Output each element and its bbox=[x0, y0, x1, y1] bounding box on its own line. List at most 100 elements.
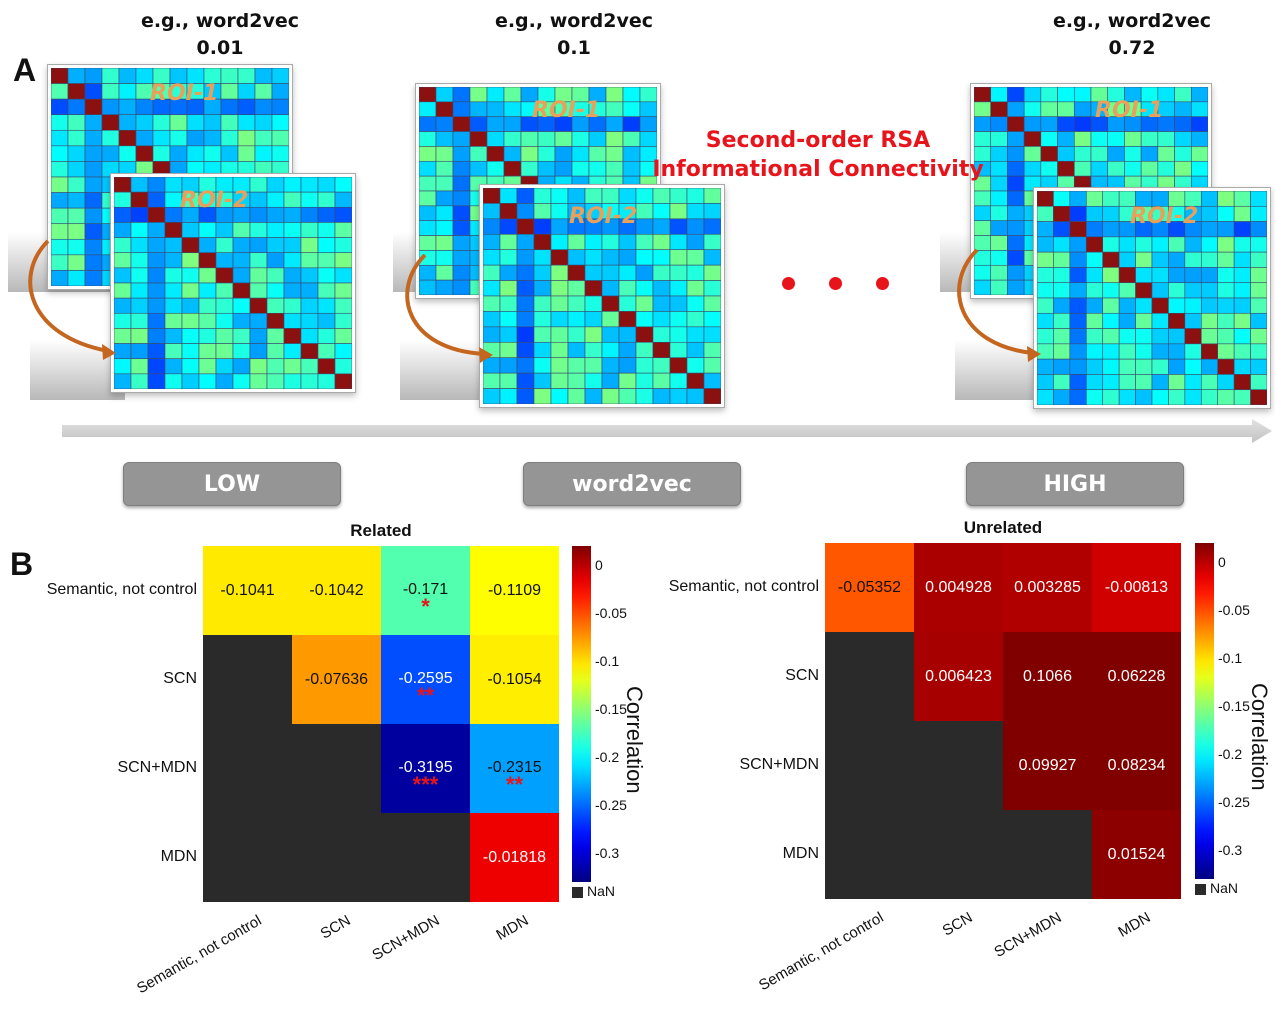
rsm-cell bbox=[51, 98, 69, 116]
rsm-cell bbox=[186, 114, 205, 131]
heatmap-cell: -0.1041 bbox=[203, 546, 292, 635]
rsm-cell bbox=[499, 341, 518, 359]
rsm-cell bbox=[567, 264, 586, 281]
rsm-cell bbox=[1085, 267, 1104, 284]
rsm-cell bbox=[469, 160, 488, 177]
rsm-cell bbox=[584, 388, 603, 404]
rsm-cell bbox=[486, 116, 505, 132]
rsm-cell bbox=[334, 358, 352, 375]
rsm-cell bbox=[550, 357, 569, 374]
rsm-cell bbox=[130, 328, 149, 344]
rsm-cell bbox=[601, 388, 620, 404]
rsm-cell bbox=[1023, 116, 1042, 132]
rsm-cell bbox=[1217, 374, 1235, 391]
rsm-cell bbox=[317, 358, 336, 375]
rsm-cell bbox=[130, 282, 149, 299]
rsm-cell bbox=[147, 328, 166, 344]
rsm-cell bbox=[232, 222, 251, 238]
rsm-cell bbox=[622, 87, 641, 103]
rsm-cell bbox=[232, 297, 251, 314]
rsm-cell bbox=[130, 358, 149, 375]
example-title-2-value: 0.1 bbox=[557, 37, 591, 59]
rsm-cell bbox=[703, 218, 721, 235]
rsm-cell bbox=[300, 237, 319, 254]
rsm-cell bbox=[635, 311, 654, 328]
rsm-cell bbox=[232, 358, 251, 375]
rsm-cell bbox=[1233, 205, 1251, 222]
rsm-cell bbox=[1168, 297, 1186, 314]
rsm-cell bbox=[1174, 160, 1192, 177]
heatmap-value-label: -0.00813 bbox=[1104, 578, 1169, 596]
rsm-cell bbox=[554, 160, 573, 177]
column-label: MDN bbox=[1114, 909, 1153, 941]
rsm-cell bbox=[198, 373, 217, 389]
row-label: SCN+MDN bbox=[739, 755, 819, 773]
column-label: SCN+MDN bbox=[368, 912, 442, 965]
rsm-cell bbox=[1151, 297, 1169, 314]
rsm-cell bbox=[283, 177, 302, 193]
rsm-cell bbox=[435, 160, 454, 177]
rsm-cell bbox=[1250, 191, 1267, 207]
heatmap-value-label: 0.003285 bbox=[1014, 578, 1081, 596]
rsm-cell bbox=[503, 87, 522, 103]
rsm-cell bbox=[1023, 131, 1042, 147]
rsm-cell bbox=[1184, 282, 1202, 299]
row-label: Semantic, not control bbox=[668, 577, 819, 595]
rsm-cell bbox=[181, 358, 200, 375]
heatmap-title-2: Unrelated bbox=[963, 518, 1043, 537]
rsm-cell bbox=[703, 311, 721, 328]
rsa-title: Second-order RSA Informational Connectiv… bbox=[640, 126, 996, 184]
rsm-cell bbox=[1053, 267, 1071, 284]
heatmap-cell: 0.01524 bbox=[1092, 810, 1181, 899]
rsm-cell bbox=[283, 206, 302, 223]
heatmap-value-label: 0.1066 bbox=[1023, 667, 1072, 685]
rsm-cell bbox=[419, 87, 437, 103]
rsm-cell bbox=[419, 116, 437, 132]
rsm-cell bbox=[283, 297, 302, 314]
example-title-3-prefix: e.g., word2vec bbox=[1052, 10, 1212, 32]
rsm-cell bbox=[652, 326, 671, 343]
rsm-cell bbox=[300, 222, 319, 238]
rsm-cell bbox=[469, 146, 488, 162]
rsm-cell bbox=[249, 177, 268, 193]
rsm-cell bbox=[215, 343, 234, 360]
rsm-cell bbox=[669, 295, 688, 312]
colorbar-tick: -0.15 bbox=[595, 701, 627, 718]
roi2-label-mid: ROI-2 bbox=[569, 204, 638, 229]
rsm-cell bbox=[181, 328, 200, 344]
rsm-cell bbox=[622, 101, 641, 118]
rsm-cell bbox=[1250, 328, 1267, 345]
rsm-cell bbox=[516, 388, 535, 404]
rsm-cell bbox=[334, 267, 352, 284]
rsm-cell bbox=[317, 373, 336, 389]
rsm-cell bbox=[533, 326, 552, 343]
rsm-cell bbox=[147, 297, 166, 314]
rsm-cell bbox=[1053, 297, 1071, 314]
rsm-cell bbox=[533, 264, 552, 281]
rsm-cell bbox=[1184, 267, 1202, 284]
rsm-cell bbox=[483, 388, 501, 404]
rsm-cell bbox=[1217, 328, 1235, 345]
rsm-cell bbox=[1217, 191, 1235, 207]
heatmap-value-label: 0.06228 bbox=[1107, 667, 1166, 685]
example-title-1: e.g., word2vec 0.01 bbox=[120, 8, 320, 62]
curved-arrow-1 bbox=[28, 239, 116, 360]
rsm-cell bbox=[249, 312, 268, 329]
rsm-cell bbox=[317, 297, 336, 314]
rsm-cell bbox=[669, 264, 688, 281]
rsm-cell bbox=[220, 129, 239, 147]
rsm-cell bbox=[1233, 343, 1251, 360]
rsm-cell bbox=[618, 233, 637, 251]
heatmap-cell: -0.171 * bbox=[381, 546, 470, 635]
rsm-cell bbox=[130, 312, 149, 329]
nan-label: NaN bbox=[1210, 880, 1239, 896]
rsm-cell bbox=[567, 233, 586, 251]
rsm-cell bbox=[1057, 131, 1075, 147]
colorbar-tick: 0 bbox=[595, 557, 603, 574]
rsm-cell bbox=[1069, 328, 1087, 345]
rsm-cell bbox=[499, 326, 518, 343]
rsm-cell bbox=[84, 129, 103, 147]
heatmap-cell: 0.06228 bbox=[1092, 632, 1181, 721]
curved-arrow-3 bbox=[957, 248, 1041, 362]
rsm-cell bbox=[1107, 160, 1125, 177]
